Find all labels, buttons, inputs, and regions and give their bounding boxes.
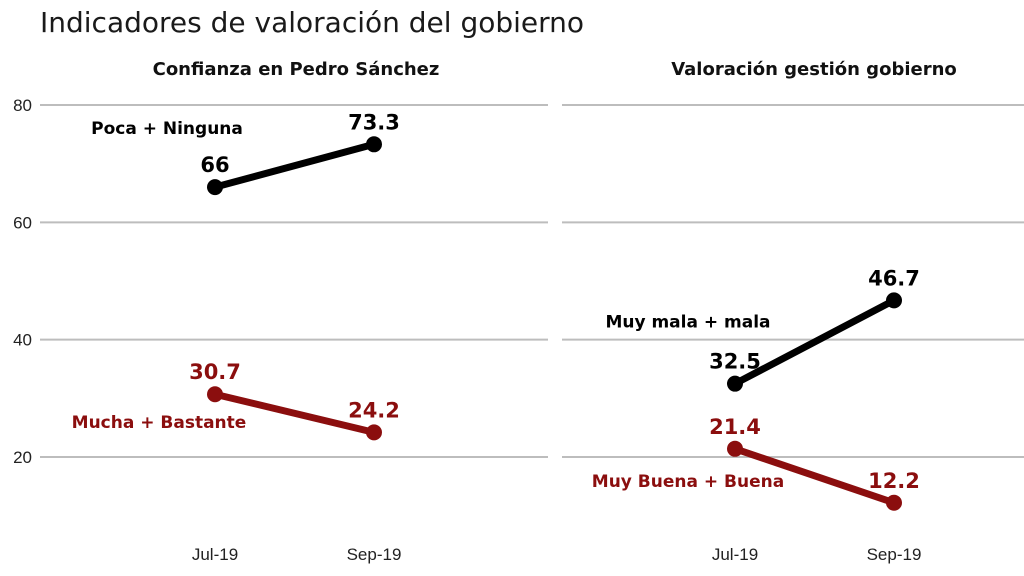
data-point bbox=[727, 440, 743, 457]
series-line bbox=[731, 296, 898, 388]
data-point bbox=[886, 292, 902, 309]
y-tick-label: 60 bbox=[13, 213, 32, 232]
data-point bbox=[727, 375, 743, 392]
x-tick-label: Jul-19 bbox=[192, 545, 238, 564]
data-label: 12.2 bbox=[868, 469, 920, 493]
data-point bbox=[207, 179, 223, 196]
data-label: 24.2 bbox=[348, 398, 400, 422]
panel-2: Valoración gestión gobierno Jul-19 Sep-19 3… bbox=[562, 59, 1024, 564]
chart-title: Indicadores de valoración del gobierno bbox=[40, 6, 584, 39]
panel-1: 20 40 60 80 Confianza en Pedro Sánchez Jul-19… bbox=[13, 59, 548, 564]
series-name-label: Poca + Ninguna bbox=[91, 119, 243, 139]
data-point bbox=[886, 494, 902, 511]
data-label: 32.5 bbox=[709, 350, 761, 374]
data-point bbox=[366, 424, 382, 441]
panel-title: Confianza en Pedro Sánchez bbox=[153, 59, 440, 80]
y-tick-label: 80 bbox=[13, 96, 32, 115]
data-point bbox=[207, 386, 223, 403]
panel-title: Valoración gestión gobierno bbox=[671, 59, 957, 80]
series-name-label: Muy Buena + Buena bbox=[592, 472, 784, 492]
data-point bbox=[366, 136, 382, 153]
data-label: 30.7 bbox=[189, 360, 241, 384]
data-label: 66 bbox=[200, 153, 229, 177]
data-label: 21.4 bbox=[709, 415, 761, 439]
series-line bbox=[731, 445, 898, 507]
chart-panels: 20 40 60 80 Confianza en Pedro Sánchez Jul-19… bbox=[13, 59, 1024, 564]
data-label: 73.3 bbox=[348, 110, 400, 134]
x-tick-label: Jul-19 bbox=[712, 545, 758, 564]
x-tick-label: Sep-19 bbox=[347, 545, 402, 564]
series-line bbox=[211, 390, 378, 436]
series-line bbox=[211, 140, 378, 191]
y-tick-label: 40 bbox=[13, 331, 32, 350]
x-tick-label: Sep-19 bbox=[867, 545, 922, 564]
series-name-label: Muy mala + mala bbox=[605, 313, 770, 333]
y-tick-label: 20 bbox=[13, 448, 32, 467]
series-name-label: Mucha + Bastante bbox=[72, 413, 247, 433]
data-label: 46.7 bbox=[868, 266, 920, 290]
